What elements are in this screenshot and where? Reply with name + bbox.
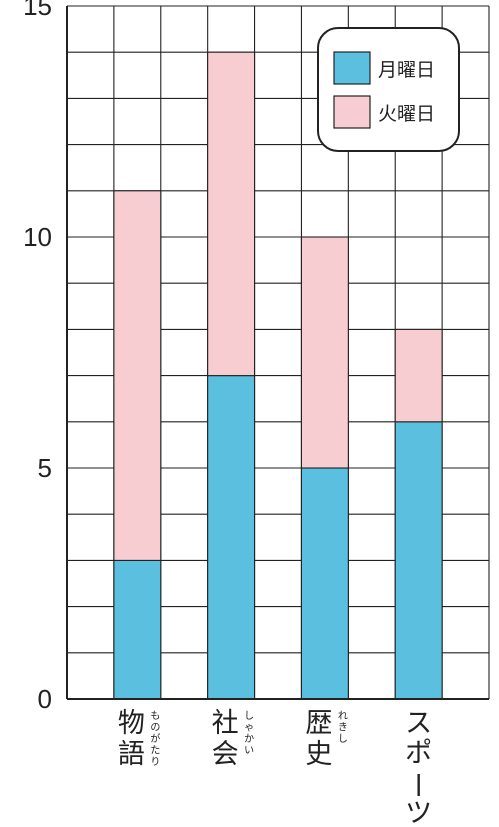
axes	[66, 6, 489, 700]
category-reading-char: れ	[338, 710, 348, 722]
category-reading-char: し	[338, 733, 348, 745]
bar-monday-1	[207, 375, 256, 700]
legend-label-tuesday: 火曜日	[378, 103, 435, 125]
bar-monday-3	[394, 421, 443, 700]
bar-monday-0	[113, 559, 162, 700]
y-tick-label: 10	[23, 222, 52, 252]
bar-tuesday-1	[207, 51, 256, 377]
y-tick-labels: 0 5 10 15	[23, 0, 52, 714]
category-label-char: 歴	[305, 708, 332, 739]
category-reading-char: い	[244, 746, 254, 757]
category-reading-char: た	[150, 745, 160, 757]
category-reading-char: り	[150, 756, 160, 768]
category-reading-char: が	[150, 732, 160, 745]
legend-box	[317, 27, 460, 152]
category-label-char: 会	[212, 739, 239, 770]
y-tick-label: 5	[38, 453, 52, 483]
category-label-char: 史	[305, 739, 332, 770]
legend: 月曜日 火曜日	[317, 27, 460, 152]
category-reading-char: ゃ	[244, 723, 254, 734]
bar-monday-2	[300, 467, 349, 700]
category-label-char: ス	[405, 708, 432, 739]
legend-swatch-tuesday	[333, 95, 371, 129]
category-reading-char: し	[244, 710, 254, 722]
legend-label-monday: 月曜日	[378, 59, 435, 81]
legend-swatch-monday	[333, 51, 371, 85]
bar-tuesday-3	[394, 328, 443, 423]
category-reading-char: も	[150, 710, 160, 722]
y-tick-label: 15	[23, 0, 52, 21]
category-reading-char: き	[338, 722, 348, 734]
category-label-char: 社	[212, 708, 239, 739]
bar-tuesday-0	[113, 190, 162, 561]
category-label-char: 語	[118, 739, 145, 770]
category-label-char: ツ	[405, 798, 432, 827]
category-label-char: ポ	[405, 738, 432, 769]
bar-tuesday-2	[300, 236, 349, 469]
category-reading-char: の	[150, 723, 160, 734]
category-reading-char: か	[244, 733, 254, 745]
category-label-char: 物	[118, 708, 145, 739]
y-tick-label: 0	[38, 684, 52, 714]
